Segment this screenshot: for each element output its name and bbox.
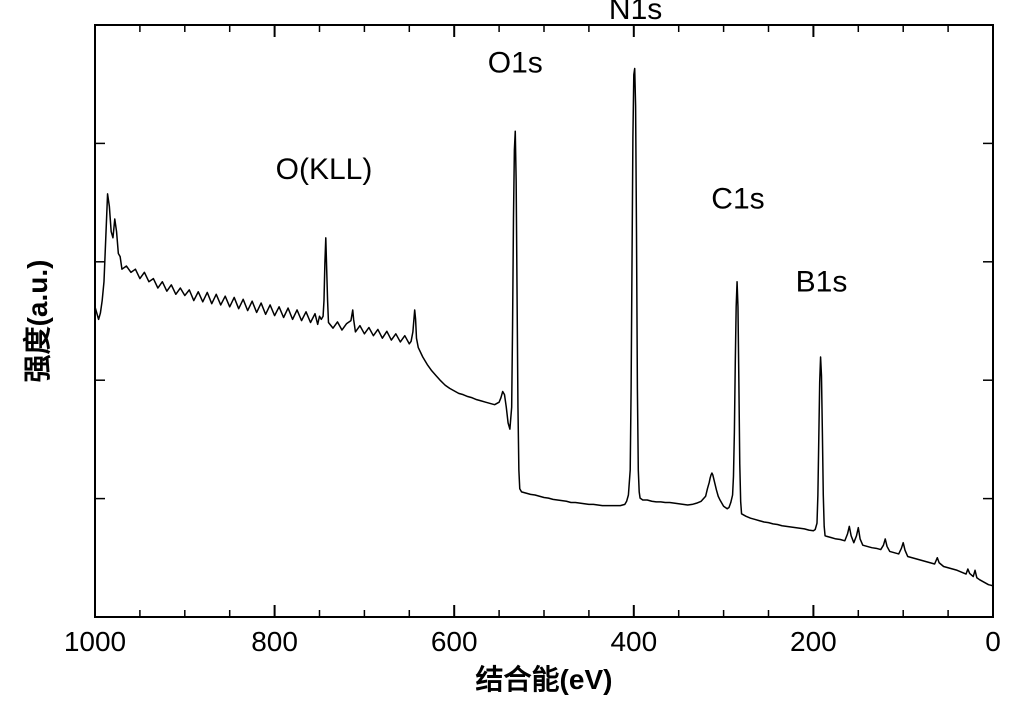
spectrum-line [95,68,993,585]
x-tick-label: 1000 [64,626,126,657]
xps-spectrum-chart: 1000 800 600 400 200 0 O(KLL) O1s N1s C1s B1s 结合能(e… [0,0,1028,712]
x-tick-label: 200 [790,626,837,657]
peak-label: N1s [609,0,662,26]
peak-label: O1s [488,46,543,79]
x-tick-label: 0 [985,626,1001,657]
peak-label: B1s [796,265,848,298]
x-tick-label: 800 [251,626,298,657]
y-axis-label: 强度(a.u.) [22,260,53,383]
peak-label: O(KLL) [276,153,373,186]
chart-svg: 1000 800 600 400 200 0 O(KLL) O1s N1s C1s B1s 结合能(e… [0,0,1028,712]
peak-label: C1s [711,183,764,216]
x-axis-label: 结合能(eV) [476,663,613,695]
x-tick-label: 600 [431,626,478,657]
x-tick-label: 400 [610,626,657,657]
